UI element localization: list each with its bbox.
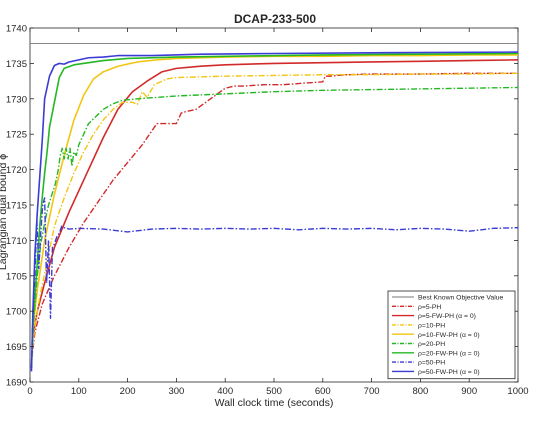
- x-tick-label: 400: [217, 386, 233, 397]
- legend-label-3: ρ=10-PH: [418, 323, 445, 330]
- legend-label-4: ρ=10-FW-PH (α = 0): [418, 332, 480, 339]
- y-axis: 1690 1695 1700 1705 1710 1715 1720 1725 1730 1735…: [6, 24, 518, 389]
- series-line-5: [30, 86, 519, 368]
- x-tick-label: 800: [412, 386, 428, 397]
- y-tick-label: 1720: [6, 165, 27, 176]
- x-axis: 0 100 200 300 400 500 600 700 800 900 1000: [27, 28, 529, 397]
- x-tick-label: 200: [120, 386, 136, 397]
- x-tick-label: 900: [461, 386, 477, 397]
- legend: Best Known Objective Value ρ=5-PH ρ=5-FW-P…: [387, 290, 516, 380]
- series-line-7: [30, 197, 519, 368]
- y-tick-label: 1740: [6, 24, 27, 35]
- y-tick-label: 1705: [6, 271, 27, 282]
- y-tick-label: 1735: [6, 59, 27, 70]
- legend-label-5: ρ=20-PH: [418, 341, 445, 348]
- series-line-6: [31, 52, 519, 333]
- x-tick-label: 600: [315, 386, 331, 397]
- series-line-4: [31, 54, 518, 333]
- x-axis-label: Wall clock time (seconds): [215, 397, 334, 409]
- y-tick-label: 1715: [6, 201, 27, 212]
- x-tick-label: 1000: [507, 386, 528, 397]
- series-line-2: [31, 59, 519, 340]
- x-tick-label: 100: [71, 386, 87, 397]
- legend-label-7: ρ=50-PH: [418, 360, 445, 367]
- y-tick-label: 1700: [6, 307, 27, 318]
- series-line-8: [30, 51, 519, 372]
- y-tick-label: 1690: [6, 378, 27, 389]
- legend-label-0: Best Known Objective Value: [418, 295, 503, 302]
- y-tick-label: 1725: [6, 130, 27, 141]
- series-line-1: [30, 72, 518, 361]
- chart-title: DCAP-233-500: [234, 12, 316, 26]
- legend-label-1: ρ=5-PH: [418, 304, 441, 311]
- x-tick-label: 0: [27, 386, 32, 397]
- series-line-3: [30, 72, 519, 361]
- plot-area: [29, 27, 519, 383]
- y-tick-label: 1695: [6, 342, 27, 353]
- y-tick-label: 1710: [6, 236, 27, 247]
- legend-label-8: ρ=50-FW-PH (α = 0): [418, 369, 480, 376]
- y-axis-label: Lagrangian dual bound ϕ: [0, 154, 9, 270]
- x-tick-label: 500: [266, 386, 282, 397]
- legend-label-6: ρ=20-FW-PH (α = 0): [418, 350, 480, 357]
- y-tick-label: 1730: [6, 94, 27, 105]
- x-tick-label: 700: [364, 386, 380, 397]
- x-tick-label: 300: [168, 386, 184, 397]
- legend-label-2: ρ=5-FW-PH (α = 0): [418, 313, 476, 320]
